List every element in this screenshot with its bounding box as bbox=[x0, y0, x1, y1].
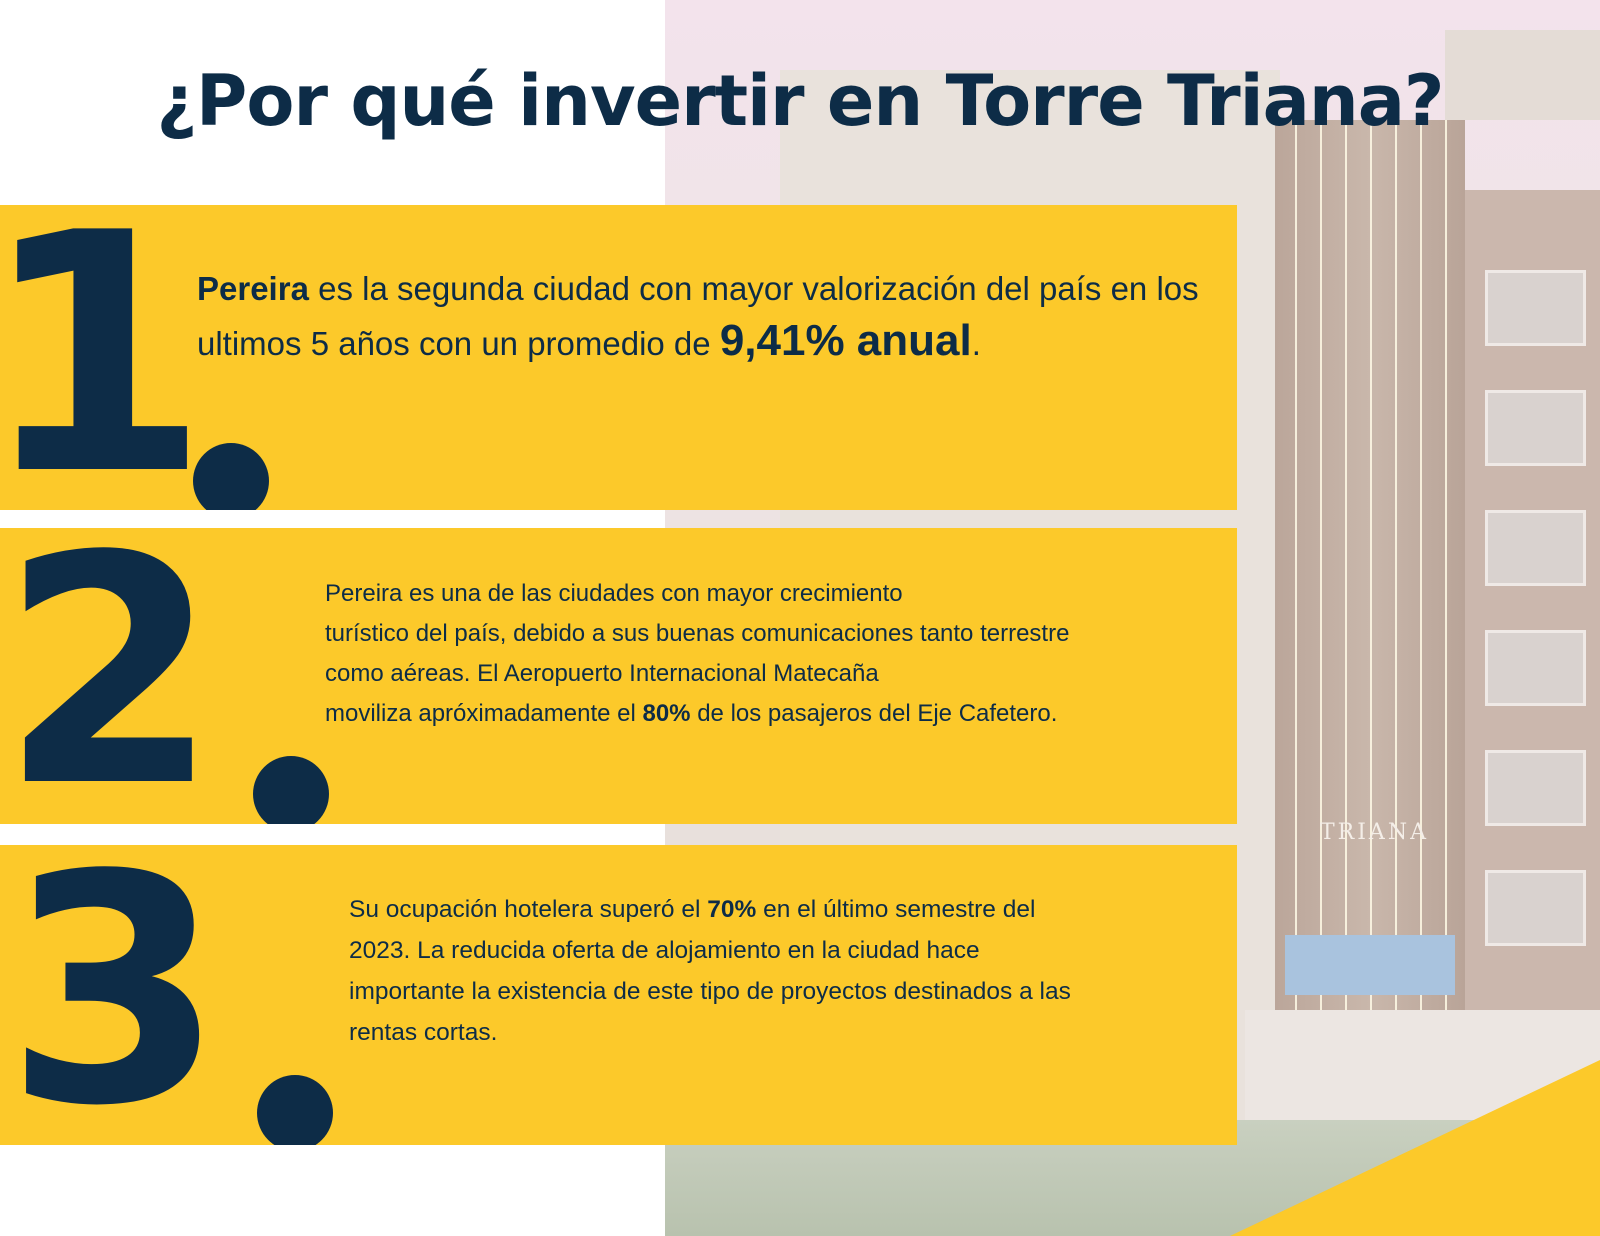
triana-sign: TRIANA bbox=[1320, 820, 1429, 845]
window bbox=[1485, 630, 1586, 706]
text-line: moviliza apróximadamente el 80% de los p… bbox=[325, 694, 1215, 734]
pool bbox=[1285, 935, 1455, 995]
building-roof bbox=[1445, 30, 1600, 120]
text-highlight: 9,41% anual bbox=[719, 316, 972, 365]
page-title: ¿Por qué invertir en Torre Triana? bbox=[156, 60, 1444, 142]
text-line: turístico del país, debido a sus buenas … bbox=[325, 620, 1070, 647]
light-strip bbox=[1295, 120, 1297, 1080]
point-3-text: Su ocupación hotelera superó el 70% en e… bbox=[349, 889, 1209, 1053]
text-line: Su ocupación hotelera superó el 70% en e… bbox=[349, 889, 1209, 930]
light-strip bbox=[1345, 120, 1347, 1080]
point-number: 2 bbox=[0, 528, 219, 824]
light-strip bbox=[1395, 120, 1397, 1080]
text-bold: Pereira bbox=[197, 270, 309, 307]
text-line: importante la existencia de este tipo de… bbox=[349, 978, 1071, 1005]
point-1-panel: 1 Pereira es la segunda ciudad con mayor… bbox=[0, 205, 1237, 510]
building-wing bbox=[1465, 190, 1600, 1120]
yellow-corner-triangle bbox=[1230, 1060, 1600, 1236]
text-line: 2023. La reducida oferta de alojamiento … bbox=[349, 937, 980, 964]
window bbox=[1485, 510, 1586, 586]
text-normal: de los pasajeros del Eje Cafetero. bbox=[690, 700, 1058, 727]
window bbox=[1485, 750, 1586, 826]
text-normal: Su ocupación hotelera superó el bbox=[349, 896, 708, 923]
point-2-text: Pereira es una de las ciudades con mayor… bbox=[325, 574, 1215, 734]
light-strip bbox=[1320, 120, 1322, 1080]
text-normal: es la segunda ciudad con mayor valorizac… bbox=[197, 270, 1199, 362]
number-dot bbox=[253, 756, 329, 824]
window bbox=[1485, 270, 1586, 346]
text-normal: . bbox=[971, 325, 981, 362]
point-number: 3 bbox=[5, 845, 224, 1145]
text-normal: moviliza apróximadamente el bbox=[325, 700, 643, 727]
light-strip bbox=[1445, 120, 1447, 1080]
text-normal: en el último semestre del bbox=[756, 896, 1036, 923]
point-2-panel: 2 Pereira es una de las ciudades con may… bbox=[0, 528, 1237, 824]
point-3-panel: 3 Su ocupación hotelera superó el 70% en… bbox=[0, 845, 1237, 1145]
light-strip bbox=[1370, 120, 1372, 1080]
text-bold: 70% bbox=[707, 896, 757, 923]
text-bold: 80% bbox=[642, 700, 691, 727]
text-line: como aéreas. El Aeropuerto Internacional… bbox=[325, 660, 879, 687]
number-dot bbox=[257, 1075, 333, 1145]
point-number: 1 bbox=[0, 205, 210, 510]
text-line: rentas cortas. bbox=[349, 1019, 498, 1046]
window bbox=[1485, 390, 1586, 466]
window bbox=[1485, 870, 1586, 946]
text-line: Pereira es una de las ciudades con mayor… bbox=[325, 580, 903, 607]
light-strip bbox=[1420, 120, 1422, 1080]
point-1-text: Pereira es la segunda ciudad con mayor v… bbox=[197, 263, 1227, 370]
number-dot bbox=[193, 443, 269, 510]
